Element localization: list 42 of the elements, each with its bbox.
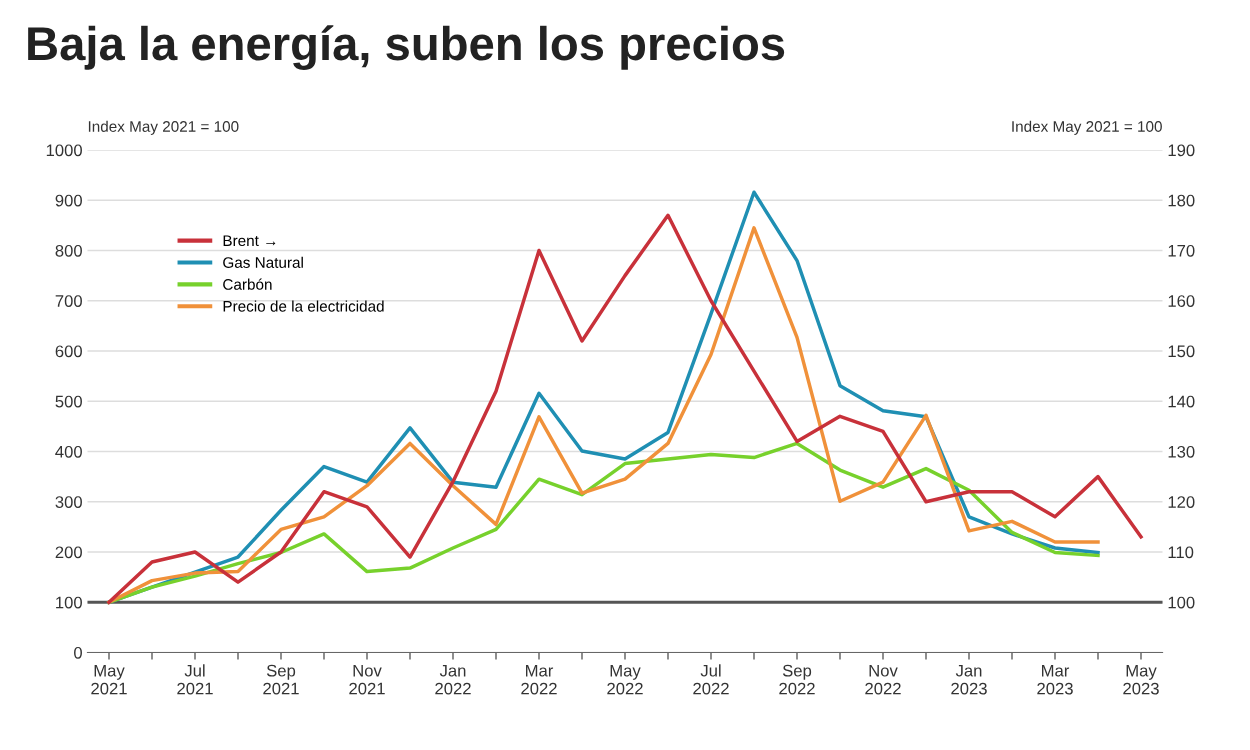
y2-tick-label: 120 (1168, 496, 1195, 508)
y-tick-label: 0 (74, 646, 82, 659)
y2-tick-label: 180 (1168, 194, 1195, 207)
x-tick-label: May 2023 (1123, 664, 1159, 695)
x-tick-label: Sep 2021 (263, 664, 299, 695)
legend-label: Carbón (223, 278, 272, 290)
y2-tick-label: 100 (1168, 596, 1195, 609)
y-tick-label: 500 (55, 395, 82, 408)
y2-tick-label: 110 (1168, 546, 1194, 559)
legend-label: Gas Natural (223, 256, 303, 268)
line-series (107, 441, 1100, 604)
y2-tick-label: 160 (1168, 295, 1195, 307)
y-tick-label: 900 (55, 194, 82, 207)
y-tick-label: 400 (55, 445, 82, 458)
y-tick-label: 700 (55, 295, 82, 307)
y2-tick-label: 190 (1168, 144, 1195, 157)
y-tick-label: 100 (56, 596, 82, 609)
legend-label: Precio de la electricidad (223, 300, 384, 312)
y2-tick-label: 170 (1168, 244, 1195, 257)
x-tick-label: May 2022 (607, 664, 643, 695)
y-axis-title: Index May 2021 = 100 (88, 120, 239, 135)
y2-tick-label: 150 (1168, 345, 1195, 358)
y-tick-label: 800 (55, 244, 82, 257)
x-tick-label: Jan 2023 (951, 664, 987, 695)
x-tick-label: Mar 2023 (1037, 664, 1073, 695)
x-tick-label: Nov 2022 (865, 664, 901, 695)
x-tick-label: Mar 2022 (521, 664, 557, 695)
legend-label: Brent → (223, 235, 276, 247)
x-tick-label: Nov 2021 (349, 664, 385, 695)
y-tick-label: 300 (55, 496, 82, 508)
y-tick-label: 200 (55, 546, 82, 559)
x-tick-label: Jan 2022 (435, 664, 471, 695)
x-tick-label: May 2021 (91, 664, 127, 695)
chart-title: Baja la energía, suben los precios (28, 25, 785, 71)
y-tick-label: 1000 (46, 144, 82, 157)
x-tick-label: Sep 2022 (779, 664, 815, 695)
x-tick-label: Jul 2022 (693, 664, 729, 695)
y2-tick-label: 140 (1168, 395, 1195, 408)
y2-axis-title: Index May 2021 = 100 (1012, 120, 1162, 135)
y-tick-label: 600 (55, 345, 82, 358)
y2-tick-label: 130 (1168, 445, 1195, 458)
x-tick-label: Jul 2021 (177, 664, 213, 695)
